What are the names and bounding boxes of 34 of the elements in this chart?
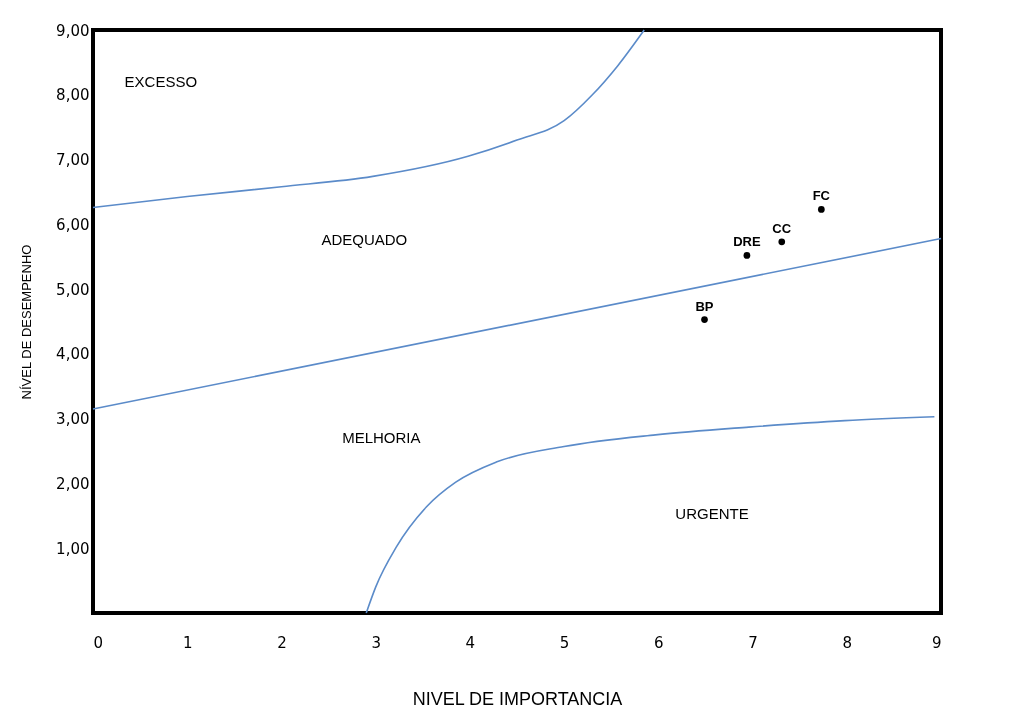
point [743,252,751,259]
y-tick-label: 8,00 [56,86,90,105]
point [817,206,825,213]
x-axis-title: NIVEL DE IMPORTANCIA [412,688,623,709]
y-tick-label: 4,00 [56,345,90,364]
x-tick-label: 9 [931,633,942,652]
y-tick-label: 6,00 [56,215,90,234]
annotation: EXCESSO [124,73,198,91]
x-tick-label: 6 [654,633,664,652]
y-tick-label: 1,00 [56,539,90,558]
x-tick-label: 1 [182,633,193,652]
line-series [92,29,645,209]
x-tick-label: 7 [748,633,758,652]
data-label: CC [772,220,792,236]
x-tick-label: 5 [559,633,570,652]
data-label: BP [695,298,714,314]
y-axis-title: NÍVEL DE DESEMPENHO [19,244,35,400]
annotation: MELHORIA [342,429,421,447]
y-tick-label: 9,00 [56,21,90,40]
point [701,316,708,323]
x-tick-label: 8 [842,633,853,652]
y-tick-label: 5,00 [56,280,90,299]
data-label: FC [812,188,831,204]
x-tick-label: 4 [465,633,476,652]
data-label: DRE [733,234,761,250]
annotation: URGENTE [675,504,749,522]
x-tick-label: 3 [371,633,381,652]
annotation: ADEQUADO [321,230,408,248]
x-tick-label: 2 [277,633,287,652]
point [778,238,786,246]
y-tick-label: 3,00 [56,410,90,429]
x-tick-label: 0 [93,633,104,652]
y-tick-label: 2,00 [56,474,90,493]
y-tick-label: 7,00 [56,151,90,170]
